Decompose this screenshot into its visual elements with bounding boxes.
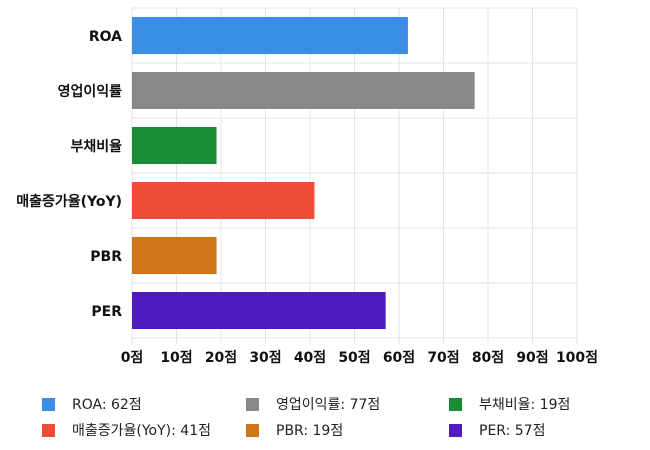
x-tick-label: 10점	[160, 349, 192, 366]
bar	[132, 17, 408, 54]
legend-item[interactable]: PER: 57점	[449, 420, 545, 440]
legend-item[interactable]: 매출증가율(YoY): 41점	[42, 420, 211, 440]
legend-item[interactable]: 영업이익률: 77점	[246, 394, 380, 414]
legend-item[interactable]: 부채비율: 19점	[449, 394, 570, 414]
x-tick-label: 60점	[383, 349, 415, 366]
bar	[132, 182, 315, 219]
y-category-label: 매출증가율(YoY)	[16, 193, 122, 210]
bar-chart: 0점 10점 20점 30점 40점 50점 60점 70점 80점 90점 100점 ROA 영업이익…	[16, 7, 598, 366]
y-category-label: ROA	[89, 29, 122, 45]
x-tick-label: 40점	[294, 349, 326, 366]
legend-label: 부채비율: 19점	[479, 397, 571, 413]
legend-swatch	[449, 423, 462, 437]
legend-swatch	[449, 397, 462, 411]
x-tick-label: 30점	[249, 349, 281, 366]
x-tick-label: 20점	[205, 349, 237, 366]
legend-label: PER: 57점	[479, 423, 546, 439]
legend-swatch	[42, 423, 55, 437]
bar	[132, 72, 475, 109]
legend-item[interactable]: ROA: 62점	[42, 394, 142, 414]
legend-label: ROA: 62점	[72, 397, 142, 413]
bar	[132, 292, 386, 329]
x-tick-label: 100점	[556, 349, 598, 366]
x-tick-label: 80점	[472, 349, 504, 366]
legend-swatch	[246, 397, 259, 411]
legend-swatch	[246, 423, 259, 437]
legend-swatch	[42, 397, 55, 411]
x-tick-label: 70점	[427, 349, 459, 366]
legend-label: PBR: 19점	[276, 423, 344, 439]
y-category-label: 영업이익률	[58, 83, 123, 100]
x-tick-label: 50점	[338, 349, 370, 366]
y-category-label: 부채비율	[70, 138, 122, 155]
x-tick-label: 90점	[516, 349, 548, 366]
y-category-label: PER	[91, 304, 122, 320]
bar	[132, 127, 217, 164]
bar	[132, 237, 217, 274]
x-tick-label: 0점	[121, 349, 144, 366]
legend-label: 매출증가율(YoY): 41점	[72, 423, 211, 439]
y-category-label: PBR	[90, 249, 122, 265]
legend-label: 영업이익률: 77점	[276, 397, 381, 413]
legend-item[interactable]: PBR: 19점	[246, 420, 343, 440]
